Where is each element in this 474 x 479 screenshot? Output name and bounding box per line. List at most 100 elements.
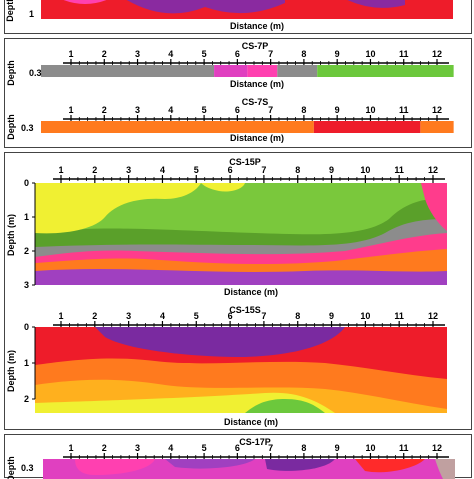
cs7p-tick-label-11: 11	[399, 49, 409, 59]
cs7s-tick-label-6: 6	[235, 105, 240, 115]
cs17p-section	[43, 459, 455, 479]
cs15s-section	[35, 327, 447, 413]
cs15p-tick-label-2: 2	[92, 165, 97, 175]
cs17p-tick-label-3: 3	[135, 443, 140, 453]
cs15s-tick-label-2: 2	[92, 311, 97, 321]
cs15s-tick-label-4: 4	[160, 311, 165, 321]
cs7s-x-label: Distance (m)	[230, 133, 284, 143]
cs7p-segment-4	[317, 65, 454, 77]
cs15s-tick-label-3: 3	[126, 311, 131, 321]
cs15s-y-label: Depth (m)	[6, 350, 16, 392]
cs7s-tick-label-10: 10	[365, 105, 375, 115]
cs7p-x-label: Distance (m)	[230, 79, 284, 89]
cs7p-segment-3	[277, 65, 318, 77]
cs7p-tick-label-5: 5	[202, 49, 207, 59]
cs15s-tick-label-1: 1	[58, 311, 63, 321]
cs17p-tick-label-8: 8	[301, 443, 306, 453]
cs7s-y-label: Depth	[6, 114, 16, 140]
cs7p-x-axis: 1 2 3 4 5 6 7 8 9 10 11 12	[63, 49, 449, 67]
top-y-label: Depth	[5, 0, 15, 22]
cs15s-y-tick-label-2: 2	[24, 394, 29, 404]
cs7p-tick-label-6: 6	[235, 49, 240, 59]
top-purple-region	[126, 0, 285, 14]
cs15p-tick-label-5: 5	[194, 165, 199, 175]
cs15s-tick-label-5: 5	[194, 311, 199, 321]
cs15p-y-tick-label-1: 1	[24, 212, 29, 222]
top-purple-region-2	[347, 0, 405, 8]
cs7p-tick-label-8: 8	[301, 49, 306, 59]
panel-top-partial: 1 Depth Distance (m)	[4, 0, 472, 34]
cs17p-tick-label-2: 2	[102, 443, 107, 453]
cs7p-tick-label-4: 4	[168, 49, 173, 59]
cs15s-tick-label-8: 8	[295, 311, 300, 321]
cs15p-pink-right	[421, 183, 447, 231]
cs15p-tick-label-1: 1	[58, 165, 63, 175]
cs7p-tick-label-1: 1	[68, 49, 73, 59]
panel-cs17p: CS-17P 1 2 3 4 5 6 7 8 9 10 11 12 0.3 Depth	[4, 434, 472, 479]
top-pink-region	[63, 0, 107, 4]
cs17p-tick-label-10: 10	[365, 443, 375, 453]
cs15s-y-axis: 0 1 2	[24, 322, 36, 404]
cs7s-title: CS-7S	[242, 97, 269, 107]
cs15p-tick-label-12: 12	[428, 165, 438, 175]
cs7s-segment-1	[313, 121, 421, 133]
cs15s-y-tick-label-0: 0	[24, 322, 29, 332]
cs7s-tick-label-12: 12	[432, 105, 442, 115]
panel-cs7: CS-7P 1 2 3 4 5 6 7 8 9 10 11 12 0.3 Depth Distance…	[4, 38, 472, 148]
cs7s-tick-label-1: 1	[68, 105, 73, 115]
cs7s-tick-label-11: 11	[399, 105, 409, 115]
cs15s-title: CS-15S	[229, 305, 261, 315]
cs15s-tick-label-6: 6	[228, 311, 233, 321]
cs7p-tick-label-9: 9	[335, 49, 340, 59]
cs7s-segment-2	[420, 121, 454, 133]
cs15p-y-axis: 0 1 2 3	[24, 178, 36, 290]
cs15p-section	[35, 183, 447, 285]
top-partial-chart: 1 Depth Distance (m)	[5, 0, 453, 31]
cs15p-title: CS-15P	[229, 157, 261, 167]
cs17p-red-region	[355, 459, 425, 473]
cs17p-chart: CS-17P 1 2 3 4 5 6 7 8 9 10 11 12 0.3 Depth	[6, 437, 455, 479]
cs15p-y-label: Depth (m)	[6, 214, 16, 256]
cs17p-tick-label-7: 7	[268, 443, 273, 453]
cs15p-tick-label-3: 3	[126, 165, 131, 175]
cs7s-tick-label-9: 9	[335, 105, 340, 115]
cs15p-tick-label-8: 8	[295, 165, 300, 175]
cs15p-tick-label-4: 4	[160, 165, 165, 175]
cs17p-title: CS-17P	[239, 437, 271, 447]
cs17p-tick-label-4: 4	[168, 443, 173, 453]
cs7p-segment-1	[214, 65, 248, 77]
top-x-label: Distance (m)	[230, 21, 284, 31]
cs15s-tick-label-7: 7	[261, 311, 266, 321]
cs7s-tick-label-4: 4	[168, 105, 173, 115]
cs15p-tick-label-10: 10	[360, 165, 370, 175]
cs17p-tick-label-5: 5	[202, 443, 207, 453]
cs7p-bar	[41, 65, 454, 77]
cs17p-tick-label-6: 6	[235, 443, 240, 453]
top-y-tick: 1	[29, 9, 34, 19]
cs7s-tick-label-8: 8	[301, 105, 306, 115]
cs17p-y-tick: 0.3	[21, 463, 34, 473]
cs17p-tick-label-12: 12	[432, 443, 442, 453]
cs15p-y-tick-label-0: 0	[24, 178, 29, 188]
cs7p-tick-label-10: 10	[365, 49, 375, 59]
cs7p-tick-label-3: 3	[135, 49, 140, 59]
cs17p-tick-label-1: 1	[68, 443, 73, 453]
cs15s-tick-label-10: 10	[360, 311, 370, 321]
cs7p-title: CS-7P	[242, 41, 269, 51]
cs7p-y-tick: 0.3	[29, 68, 42, 78]
cs15p-tick-label-7: 7	[261, 165, 266, 175]
cs15p-y-tick-label-2: 2	[24, 246, 29, 256]
cs7s-tick-label-5: 5	[202, 105, 207, 115]
cs15s-x-axis: 1 2 3 4 5 6 7 8 9 10 11 12	[53, 311, 445, 329]
cs15p-tick-label-9: 9	[329, 165, 334, 175]
cs7-charts: CS-7P 1 2 3 4 5 6 7 8 9 10 11 12 0.3 Depth Distance…	[6, 41, 454, 143]
cs15p-y-tick-label-3: 3	[24, 280, 29, 290]
cs15p-tick-label-11: 11	[394, 165, 404, 175]
cs15s-tick-label-12: 12	[428, 311, 438, 321]
cs17p-tick-label-9: 9	[335, 443, 340, 453]
cs15p-green-right	[405, 183, 421, 204]
cs15p-x-label: Distance (m)	[224, 287, 278, 297]
cs15s-y-tick-label-1: 1	[24, 358, 29, 368]
